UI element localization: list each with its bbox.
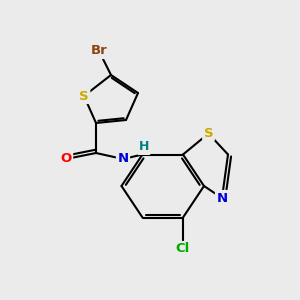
Text: Br: Br <box>91 44 107 58</box>
Text: S: S <box>204 127 213 140</box>
Text: N: N <box>117 152 129 166</box>
Text: N: N <box>216 191 228 205</box>
Text: H: H <box>139 140 149 154</box>
Text: O: O <box>60 152 72 166</box>
Text: Cl: Cl <box>176 242 190 256</box>
Text: S: S <box>79 89 89 103</box>
